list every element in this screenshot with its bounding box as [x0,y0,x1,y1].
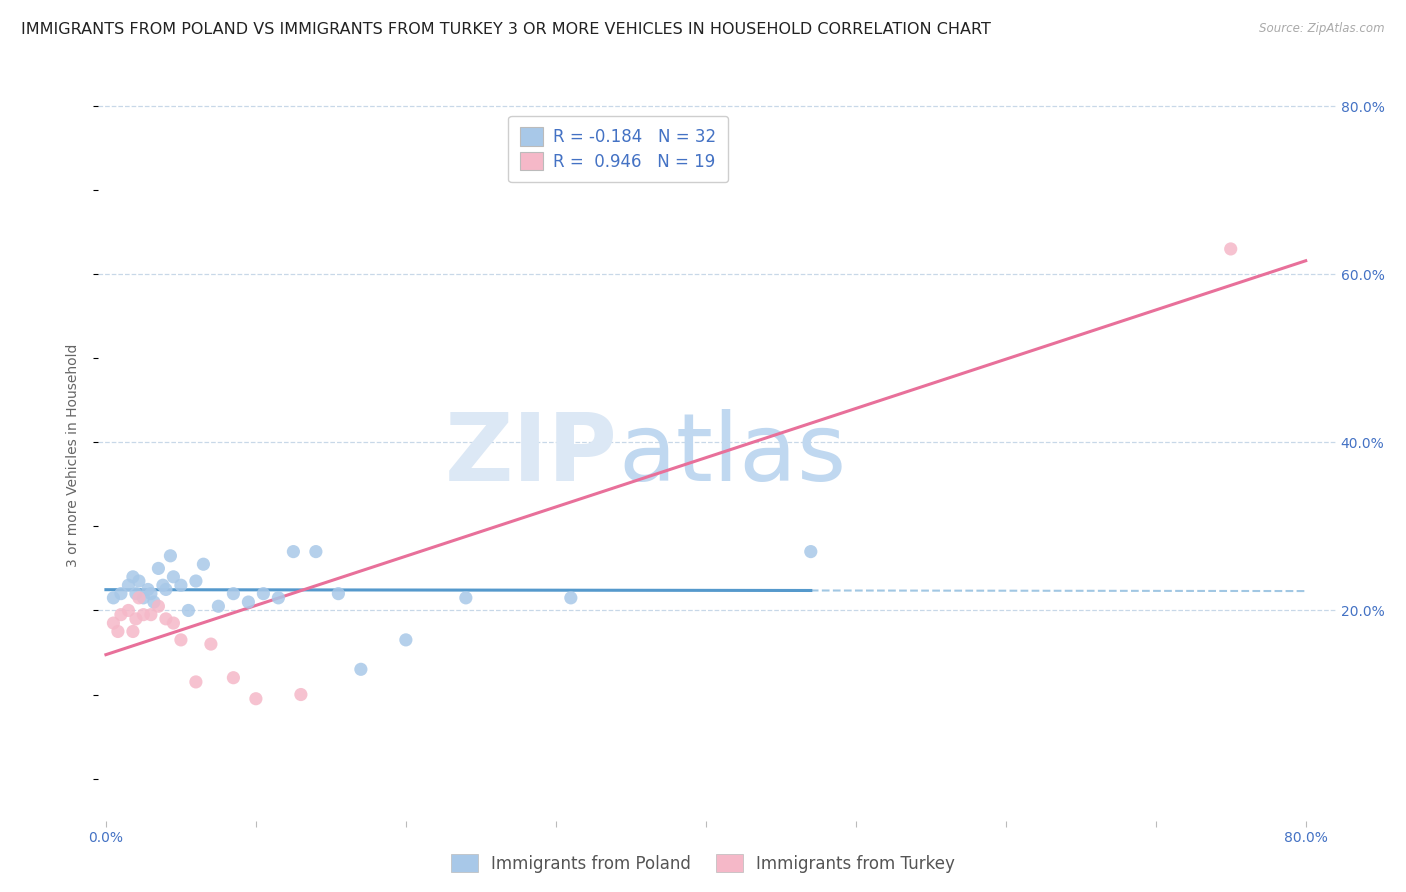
Point [207,599,229,614]
Point [193,558,215,572]
Point [142,595,165,609]
Point [238,595,260,609]
Point [170,578,193,592]
Point [184,574,207,588]
Text: Source: ZipAtlas.com: Source: ZipAtlas.com [1260,22,1385,36]
Point [267,591,290,605]
Point [159,549,181,563]
Point [395,632,418,647]
Point [125,612,148,626]
Point [252,587,274,601]
Text: ZIP: ZIP [446,409,619,501]
Y-axis label: 3 or more Vehicles in Household: 3 or more Vehicles in Household [66,343,80,566]
Point [152,578,174,592]
Point [110,587,132,601]
Point [128,591,150,605]
Point [222,671,245,685]
Point [139,607,162,622]
Point [290,688,312,702]
Point [560,591,582,605]
Point [177,603,200,617]
Text: IMMIGRANTS FROM POLAND VS IMMIGRANTS FROM TURKEY 3 OR MORE VEHICLES IN HOUSEHOLD: IMMIGRANTS FROM POLAND VS IMMIGRANTS FRO… [21,22,991,37]
Point [350,662,373,676]
Point [155,582,177,597]
Point [110,607,132,622]
Point [328,587,350,601]
Point [162,616,184,631]
Text: atlas: atlas [619,409,846,501]
Point [128,574,150,588]
Point [184,674,207,689]
Point [125,587,148,601]
Point [283,544,305,558]
Point [305,544,328,558]
Point [136,582,159,597]
Point [148,599,170,614]
Point [162,570,184,584]
Point [200,637,222,651]
Point [117,603,139,617]
Point [222,587,245,601]
Point [454,591,477,605]
Point [122,570,145,584]
Legend: R = -0.184   N = 32, R =  0.946   N = 19: R = -0.184 N = 32, R = 0.946 N = 19 [508,116,728,182]
Point [132,607,155,622]
Legend: Immigrants from Poland, Immigrants from Turkey: Immigrants from Poland, Immigrants from … [444,847,962,880]
Point [148,561,170,575]
Point [132,591,155,605]
Point [122,624,145,639]
Point [103,616,125,631]
Point [170,632,193,647]
Point [155,612,177,626]
Point [103,591,125,605]
Point [800,544,823,558]
Point [1219,242,1241,256]
Point [117,578,139,592]
Point [245,691,267,706]
Point [107,624,129,639]
Point [139,587,162,601]
